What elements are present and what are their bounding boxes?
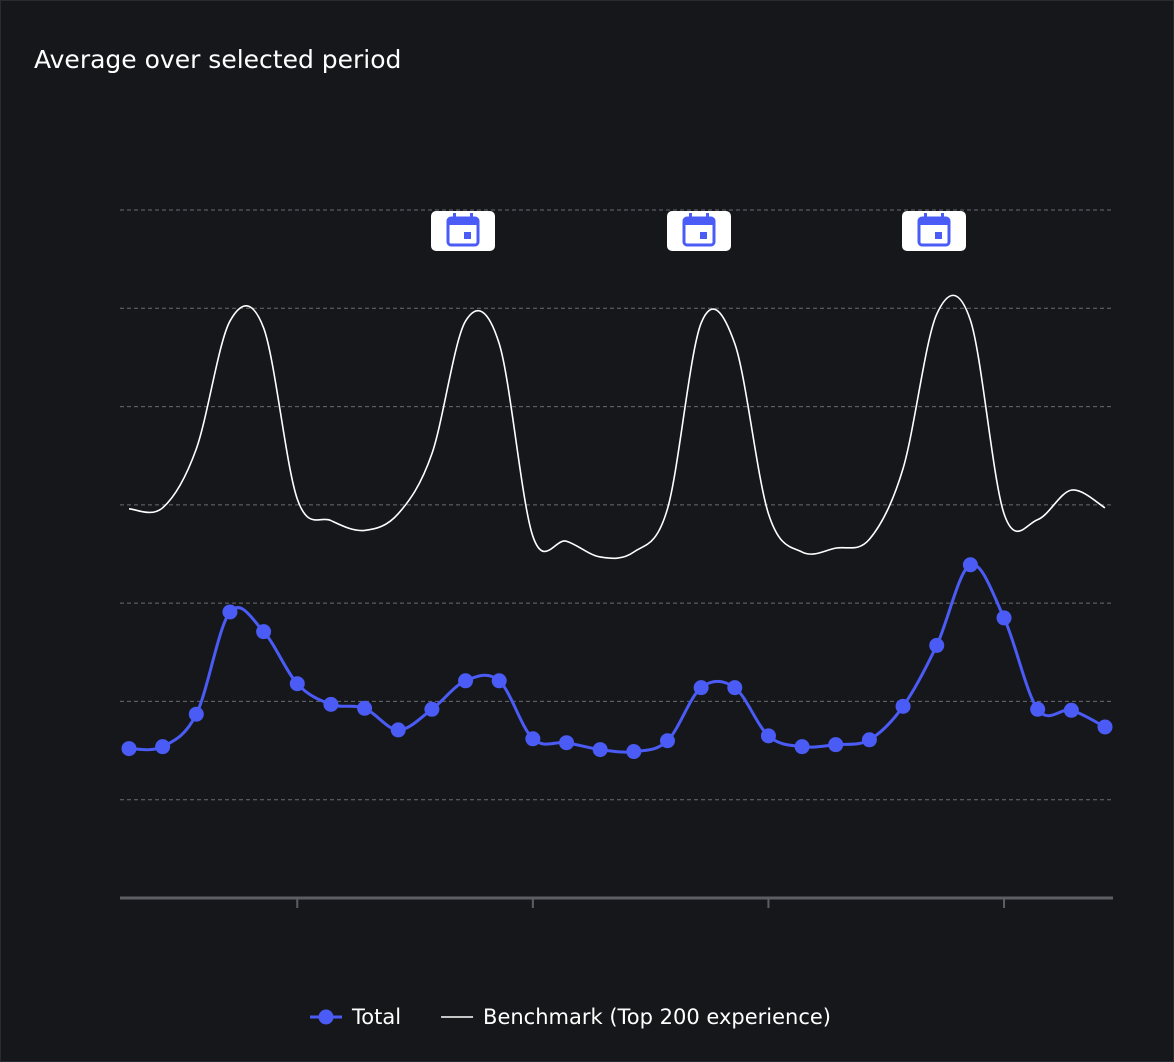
point	[1097, 719, 1113, 735]
point	[121, 741, 137, 757]
legend-marker	[318, 1009, 334, 1025]
point	[693, 680, 709, 696]
calendar-icon[interactable]	[667, 211, 731, 251]
point	[592, 742, 608, 758]
point	[996, 610, 1012, 626]
point	[390, 722, 406, 738]
point	[1063, 702, 1079, 718]
legend-item[interactable]: Benchmark (Top 200 experience)	[441, 1005, 831, 1029]
point	[256, 624, 272, 640]
series-line	[128, 563, 1106, 754]
point	[626, 744, 642, 760]
point	[491, 673, 507, 689]
point	[458, 673, 474, 689]
point	[828, 737, 844, 753]
point	[289, 676, 305, 692]
calendar-icons	[431, 211, 966, 251]
legend-label: Total	[351, 1005, 401, 1029]
point	[525, 731, 541, 747]
point	[188, 706, 204, 722]
point	[727, 680, 743, 696]
point	[1030, 701, 1046, 717]
legend-item[interactable]: Total	[310, 1005, 401, 1029]
legend-label: Benchmark (Top 200 experience)	[483, 1005, 831, 1029]
chart-title: Average over selected period	[34, 45, 401, 74]
point	[895, 698, 911, 714]
series-line	[128, 294, 1106, 560]
point	[760, 728, 776, 744]
point	[861, 732, 877, 748]
point	[962, 557, 978, 573]
point	[155, 739, 171, 755]
calendar-icon[interactable]	[431, 211, 495, 251]
point	[424, 701, 440, 717]
point	[794, 739, 810, 755]
point	[357, 700, 373, 716]
point	[659, 733, 675, 749]
calendar-icon[interactable]	[902, 211, 966, 251]
point	[929, 637, 945, 653]
point	[222, 604, 238, 620]
point	[559, 735, 575, 751]
point	[323, 696, 339, 712]
